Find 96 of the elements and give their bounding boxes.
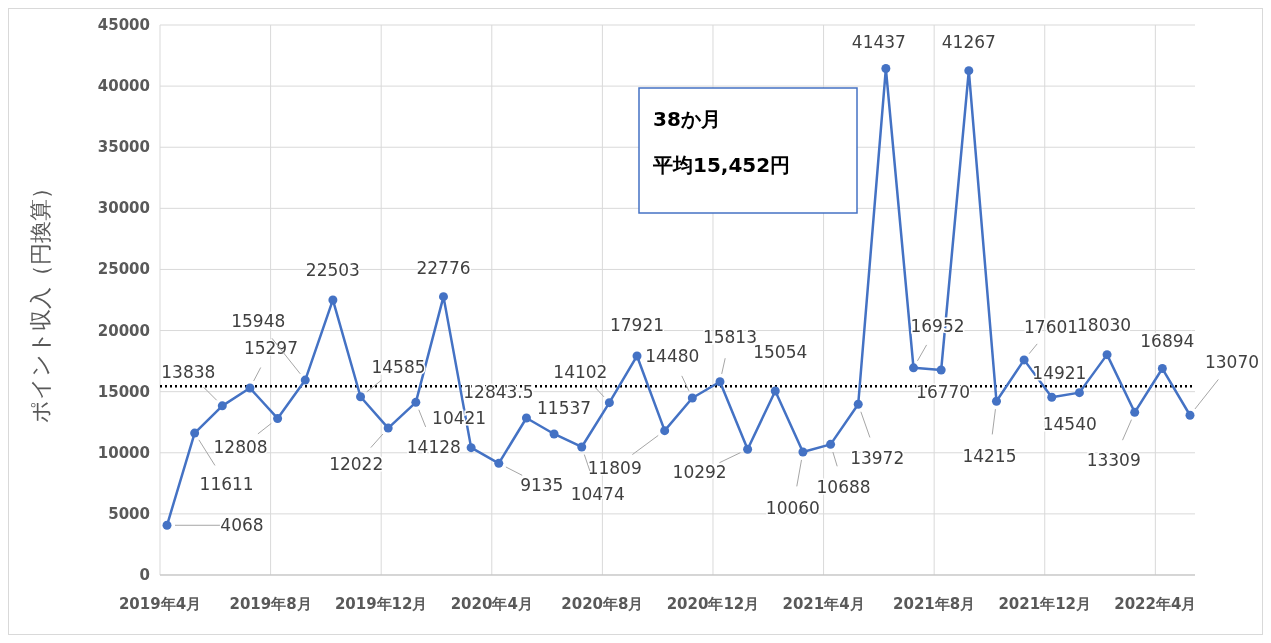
point bbox=[715, 377, 725, 387]
point bbox=[660, 426, 670, 436]
point bbox=[383, 423, 393, 433]
point bbox=[936, 365, 946, 375]
point bbox=[438, 292, 448, 302]
data-label: 17921 bbox=[609, 314, 665, 335]
point bbox=[411, 397, 421, 407]
point bbox=[1157, 364, 1167, 374]
y-tick-label: 30000 bbox=[97, 199, 150, 218]
data-label: 41437 bbox=[851, 31, 906, 52]
data-label: 11537 bbox=[537, 397, 592, 418]
y-tick-label: 0 bbox=[139, 566, 150, 584]
point bbox=[826, 439, 836, 449]
data-label: 12843.5 bbox=[463, 382, 534, 403]
y-tick-label: 35000 bbox=[97, 138, 150, 157]
point bbox=[1130, 407, 1140, 417]
point bbox=[494, 458, 504, 468]
point bbox=[577, 442, 587, 452]
x-tick-label: 2021年4月 bbox=[782, 595, 865, 613]
x-tick-label: 2022年4月 bbox=[1114, 595, 1197, 613]
x-tick-label: 2021年8月 bbox=[893, 595, 976, 613]
data-label: 10688 bbox=[816, 477, 871, 498]
data-label: 17601 bbox=[1024, 316, 1079, 337]
point bbox=[300, 375, 310, 385]
data-label: 15297 bbox=[243, 338, 298, 359]
data-label: 22503 bbox=[305, 259, 360, 280]
data-label: 18030 bbox=[1077, 314, 1132, 335]
data-label: 14480 bbox=[645, 346, 700, 367]
y-tick-label: 15000 bbox=[97, 382, 150, 401]
point bbox=[770, 386, 780, 396]
point bbox=[466, 443, 476, 453]
annotation: 平均15,452円 bbox=[652, 153, 791, 177]
point bbox=[245, 383, 255, 393]
data-label: 13838 bbox=[161, 361, 216, 382]
data-label: 10474 bbox=[570, 483, 625, 504]
data-label: 12808 bbox=[213, 437, 268, 458]
point bbox=[521, 413, 531, 423]
data-label: 15054 bbox=[753, 342, 808, 363]
point bbox=[162, 520, 172, 530]
point bbox=[909, 363, 919, 373]
point bbox=[1074, 388, 1084, 398]
point bbox=[273, 413, 283, 423]
data-label: 14102 bbox=[553, 361, 608, 382]
y-tick-label: 10000 bbox=[97, 443, 150, 462]
point bbox=[853, 399, 863, 409]
point bbox=[549, 429, 559, 439]
point bbox=[190, 428, 200, 438]
point bbox=[356, 392, 366, 402]
point bbox=[1047, 392, 1057, 402]
data-label: 41267 bbox=[941, 31, 996, 52]
point bbox=[632, 351, 642, 361]
x-tick-label: 2019年8月 bbox=[229, 595, 312, 613]
x-tick-label: 2020年8月 bbox=[561, 595, 644, 613]
data-label: 14921 bbox=[1032, 362, 1087, 383]
data-label: 11809 bbox=[587, 457, 642, 478]
y-tick-label: 45000 bbox=[97, 16, 150, 34]
point bbox=[881, 64, 891, 74]
annotation: 38か月 bbox=[653, 107, 721, 131]
y-tick-label: 25000 bbox=[97, 260, 150, 279]
y-tick-label: 40000 bbox=[97, 77, 150, 96]
point bbox=[328, 295, 338, 305]
data-label: 22776 bbox=[416, 257, 471, 278]
point bbox=[604, 398, 614, 408]
data-label: 10060 bbox=[765, 498, 820, 519]
data-label: 11611 bbox=[199, 474, 254, 495]
data-label: 12022 bbox=[329, 454, 384, 475]
point bbox=[217, 401, 227, 411]
data-label: 14585 bbox=[371, 356, 426, 377]
x-tick-label: 2020年4月 bbox=[450, 595, 533, 613]
data-label: 15948 bbox=[231, 311, 286, 332]
y-tick-label: 20000 bbox=[97, 321, 150, 340]
point bbox=[1185, 410, 1195, 420]
data-label: 16770 bbox=[916, 382, 971, 403]
data-label: 14540 bbox=[1042, 414, 1097, 435]
data-label: 9135 bbox=[520, 475, 564, 496]
data-label: 16894 bbox=[1140, 330, 1195, 351]
data-label: 13972 bbox=[850, 448, 905, 469]
point bbox=[964, 66, 974, 76]
y-tick-label: 5000 bbox=[108, 504, 150, 523]
point bbox=[798, 447, 808, 457]
point bbox=[991, 396, 1001, 406]
x-tick-label: 2020年12月 bbox=[666, 595, 760, 613]
x-tick-label: 2019年12月 bbox=[334, 595, 428, 613]
point bbox=[687, 393, 697, 403]
point bbox=[743, 444, 753, 454]
data-label: 14128 bbox=[406, 437, 461, 458]
point bbox=[1019, 355, 1029, 365]
x-tick-label: 2021年12月 bbox=[998, 595, 1092, 613]
point bbox=[1102, 350, 1112, 360]
y-axis-title: ポイント収入（円換算） bbox=[28, 177, 53, 423]
data-label: 13070 bbox=[1204, 352, 1260, 373]
data-label: 10292 bbox=[672, 462, 727, 483]
data-label: 14215 bbox=[962, 446, 1017, 467]
data-label: 4068 bbox=[220, 515, 264, 536]
x-tick-label: 2019年4月 bbox=[118, 595, 202, 613]
data-label: 13309 bbox=[1086, 450, 1141, 471]
